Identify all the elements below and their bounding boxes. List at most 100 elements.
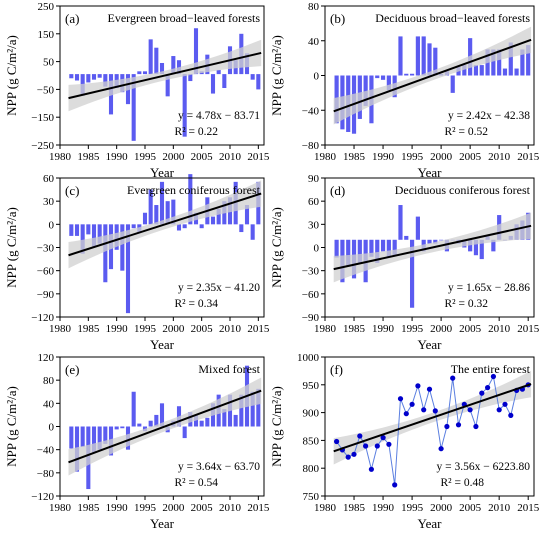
panel-d: −90 −60 −30 0 30 60 90 1980 1985 1990 1995 2000 2005… [269, 173, 540, 352]
bar-1994 [137, 423, 142, 427]
panel-letter: (b) [330, 11, 345, 26]
x-tick-label: 2000 [162, 502, 185, 514]
bar-2013 [514, 68, 519, 76]
bar-2007 [479, 65, 484, 76]
x-tick-label: 1995 [134, 502, 157, 514]
r-squared: R² = 0.32 [445, 298, 489, 310]
x-tick-label: 2010 [219, 502, 242, 514]
bar-2009 [491, 49, 496, 76]
bar-2009 [222, 74, 227, 89]
x-tick-label: 1990 [372, 151, 395, 163]
r-squared: R² = 0.48 [441, 477, 485, 489]
bar-2012 [508, 42, 513, 76]
x-axis-label: Year [150, 165, 175, 180]
panel-title: Deciduous broad−leaved forests [375, 11, 530, 25]
bar-1997 [154, 47, 159, 75]
trend-line [333, 224, 532, 271]
x-tick-label: 2005 [191, 151, 214, 163]
point-1994 [403, 411, 409, 417]
y-tick-label: 40 [308, 36, 320, 48]
x-tick-label: 2005 [459, 151, 482, 163]
bar-1996 [148, 39, 153, 75]
y-tick-label: 900 [303, 408, 320, 420]
regression-equation: y = 2.42x − 42.38 [448, 110, 530, 122]
bar-2006 [473, 65, 479, 76]
y-tick-label: 60 [43, 173, 55, 185]
y-tick-label: 950 [303, 380, 320, 392]
x-tick-label: 1980 [314, 502, 337, 514]
x-tick-label: 2015 [247, 323, 270, 335]
y-tick-label: 800 [303, 463, 320, 475]
x-tick-label: 2005 [459, 323, 482, 335]
trend-line [68, 192, 262, 257]
x-tick-label: 2000 [162, 323, 185, 335]
y-axis-label: NPP (g C/m²/a) [269, 207, 284, 288]
bar-1987 [97, 426, 102, 450]
y-tick-label: −90 [302, 312, 320, 324]
x-tick-label: 1985 [343, 323, 366, 335]
point-2002 [450, 375, 456, 381]
bar-1996 [148, 420, 153, 427]
regression-equation: y = 3.56x − 6223.80 [437, 461, 531, 473]
bar-1995 [409, 239, 415, 308]
bar-1988 [103, 426, 108, 444]
bar-1999 [165, 74, 170, 97]
regression-equation: y = 4.78x − 83.71 [178, 110, 260, 122]
panel-letter: (d) [330, 183, 345, 198]
y-tick-label: 750 [303, 491, 320, 503]
point-2005 [467, 407, 473, 413]
point-2000 [438, 446, 444, 452]
bar-2004 [193, 28, 199, 75]
y-axis-label: NPP (g C/m²/a) [4, 207, 19, 288]
y-tick-label: −30 [302, 266, 320, 278]
bar-1995 [142, 212, 148, 225]
x-tick-label: 1995 [134, 323, 157, 335]
bar-1994 [404, 73, 409, 76]
x-tick-label: 1980 [314, 323, 337, 335]
bar-2000 [171, 56, 176, 75]
bar-2000 [171, 199, 176, 225]
bar-1998 [159, 403, 165, 427]
x-axis-label: Year [418, 165, 443, 180]
panel-title: Mixed forest [198, 362, 260, 376]
point-1987 [363, 443, 369, 449]
y-tick-label: 30 [43, 196, 55, 208]
y-tick-label: −250 [31, 140, 54, 152]
bar-2014 [250, 391, 255, 427]
bar-2009 [491, 239, 496, 252]
bar-1984 [346, 239, 351, 267]
bar-1991 [120, 426, 125, 429]
point-1991 [386, 441, 392, 447]
x-axis-label: Year [418, 516, 443, 531]
bar-1983 [74, 224, 80, 236]
bar-1984 [80, 224, 85, 254]
x-tick-label: 1985 [343, 502, 366, 514]
bar-1991 [120, 224, 125, 271]
x-tick-label: 2000 [162, 151, 185, 163]
point-1995 [409, 401, 415, 407]
bar-1997 [154, 205, 159, 225]
x-axis-label: Year [150, 516, 175, 531]
bar-1984 [80, 426, 85, 447]
x-tick-label: 2000 [430, 323, 453, 335]
bar-2004 [193, 414, 199, 427]
x-tick-label: 2000 [430, 151, 453, 163]
plot-frame [324, 356, 535, 497]
bar-1996 [415, 36, 420, 76]
x-tick-label: 1980 [314, 151, 337, 163]
y-tick-label: 850 [303, 435, 320, 447]
bar-2008 [216, 208, 221, 225]
bar-1993 [398, 36, 403, 76]
bar-2011 [502, 68, 508, 76]
x-tick-label: 1985 [77, 151, 100, 163]
x-tick-label: 1980 [49, 151, 72, 163]
bar-2002 [182, 224, 187, 229]
y-tick-label: −120 [31, 312, 54, 324]
point-1989 [374, 443, 380, 449]
regression-equation: y = 2.35x − 41.20 [178, 282, 260, 294]
bar-1995 [409, 73, 415, 76]
y-tick-label: −120 [31, 491, 54, 503]
x-tick-label: 1990 [106, 502, 129, 514]
point-2012 [508, 412, 514, 418]
y-tick-label: 1000 [297, 352, 320, 364]
